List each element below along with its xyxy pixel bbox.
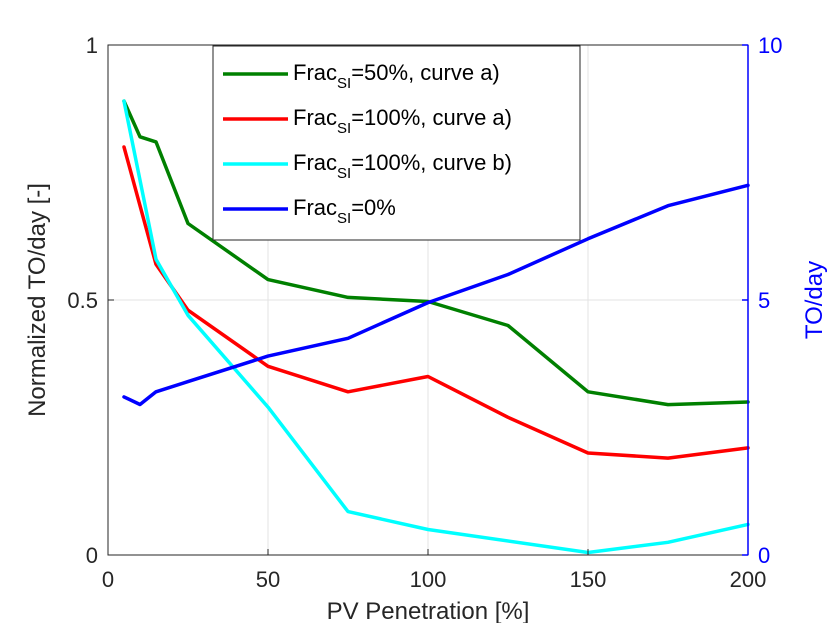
y-left-axis-label: Normalized TO/day [-] [24, 183, 51, 417]
series-lines [122, 99, 750, 555]
series-line-4 [122, 183, 750, 407]
axes [107, 44, 749, 556]
y-right-tick-label-5: 5 [758, 288, 770, 313]
y-left-tick-label-0: 0 [86, 543, 98, 568]
legend: FracSI=50%, curve a) FracSI=100%, curve a… [212, 45, 581, 241]
y-left-tick-label-1: 1 [86, 33, 98, 58]
x-tick-label-200: 200 [730, 567, 767, 592]
legend-label-2: FracSI=100%, curve a) [293, 105, 512, 137]
y-right-tick-label-10: 10 [758, 33, 782, 58]
x-tick-label-0: 0 [102, 567, 114, 592]
legend-label-1: FracSI=50%, curve a) [293, 60, 500, 92]
y-left-tick-label-0.5: 0.5 [67, 288, 98, 313]
y-right-axis-label: TO/day [801, 261, 828, 339]
x-tick-label-100: 100 [410, 567, 447, 592]
series-line-3 [122, 99, 750, 555]
legend-label-3: FracSI=100%, curve b) [293, 150, 512, 182]
x-axis-label: PV Penetration [%] [327, 598, 530, 623]
legend-label-4: FracSI=0% [293, 195, 396, 227]
x-tick-label-150: 150 [570, 567, 607, 592]
y-right-tick-label-0: 0 [758, 543, 770, 568]
series-line-1 [122, 99, 750, 407]
x-tick-label-50: 50 [256, 567, 280, 592]
